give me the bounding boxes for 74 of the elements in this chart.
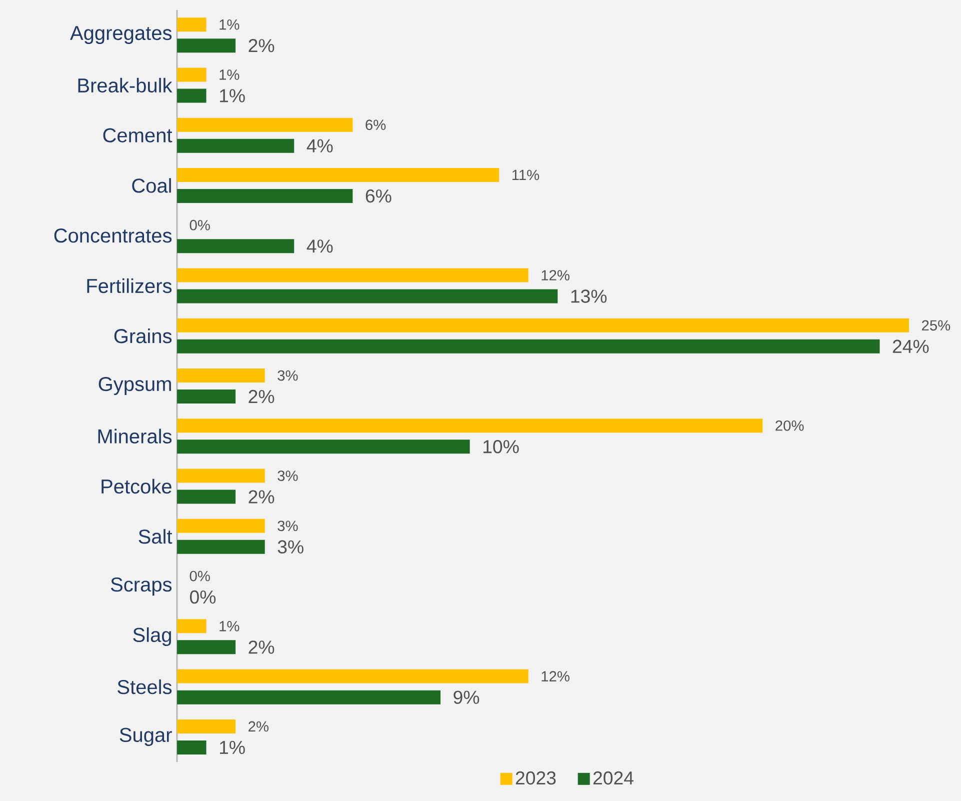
y-tick-label: Minerals: [98, 428, 172, 444]
y-tick-label: Steels: [118, 679, 172, 694]
bar: [177, 168, 500, 182]
y-tick-label: Break-bulk: [78, 78, 172, 93]
bar: [177, 38, 236, 53]
data-label: 2%: [248, 640, 274, 654]
bar: [177, 690, 441, 704]
data-label: 1%: [220, 89, 245, 102]
y-tick-label: Petcoke: [102, 478, 172, 494]
bar: [177, 490, 236, 504]
y-tick-label: Salt: [138, 529, 172, 544]
y-tick-label: Concentrates: [54, 228, 172, 243]
bar: [177, 740, 206, 754]
bar: [177, 118, 353, 132]
bar: [177, 640, 236, 654]
y-tick-label: Cement: [103, 128, 172, 142]
bar: [177, 239, 294, 254]
data-label: 1%: [220, 19, 240, 30]
data-label: 2%: [248, 38, 274, 52]
bar: [177, 719, 236, 734]
bar: [177, 18, 206, 32]
y-tick-label: Sugar: [120, 728, 172, 746]
data-label: 1%: [220, 621, 240, 632]
y-tick-label: Coal: [132, 178, 171, 193]
data-label: 3%: [278, 540, 304, 554]
data-label: 12%: [542, 671, 570, 682]
data-label: 11%: [512, 170, 540, 180]
y-tick-label: Scraps: [110, 577, 172, 596]
y-tick-label: Grains: [114, 328, 172, 344]
bar: [177, 518, 265, 533]
data-label: 12%: [542, 270, 570, 280]
data-label: 0%: [190, 590, 216, 604]
bar: [177, 669, 528, 684]
bar: [177, 440, 470, 454]
y-tick-label: Fertilizers: [87, 278, 172, 294]
data-label: 2%: [248, 490, 274, 504]
data-label: 6%: [366, 120, 386, 130]
data-label: 0%: [190, 570, 210, 582]
data-label: 3%: [278, 470, 298, 481]
bar: [177, 318, 910, 332]
data-label: 20%: [776, 420, 804, 431]
data-label: 4%: [306, 240, 333, 253]
data-label: 2%: [248, 390, 274, 404]
data-label: 1%: [220, 740, 245, 754]
bar: [177, 619, 206, 634]
data-label: 9%: [454, 690, 480, 704]
bar: [177, 540, 265, 554]
legend-label: 2024: [593, 771, 634, 785]
bar: [177, 88, 206, 103]
data-label: 13%: [571, 290, 607, 303]
data-label: 24%: [892, 340, 929, 353]
bar: [177, 289, 558, 304]
data-label: 3%: [278, 520, 298, 532]
y-tick-label: Gypsum: [98, 376, 171, 396]
bar: [177, 468, 265, 483]
bar: [177, 339, 880, 354]
data-label: 4%: [306, 139, 333, 152]
data-label: 6%: [366, 189, 392, 203]
bar: [177, 68, 206, 82]
data-label: 10%: [483, 440, 519, 454]
y-tick-label: Aggregates: [70, 26, 172, 44]
legend-label: 2023: [516, 771, 556, 785]
bar: [177, 368, 265, 382]
y-tick-label: Slag: [133, 627, 171, 646]
data-label: 3%: [278, 370, 298, 381]
data-label: 2%: [248, 721, 268, 732]
data-label: 25%: [922, 320, 950, 331]
bar: [177, 268, 528, 282]
bar: [177, 138, 294, 153]
bar: [177, 188, 353, 203]
data-label: 1%: [220, 70, 240, 80]
bar: [177, 390, 236, 404]
bar: [177, 418, 763, 433]
data-label: 0%: [190, 220, 210, 230]
